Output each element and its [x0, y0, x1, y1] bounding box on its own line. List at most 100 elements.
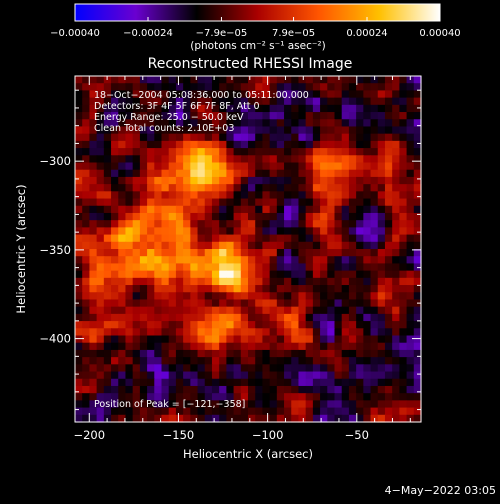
- heatmap-cell: [118, 378, 127, 387]
- heatmap-cell: [168, 97, 177, 106]
- heatmap-cell: [161, 270, 170, 279]
- heatmap-cell: [370, 270, 379, 279]
- heatmap-cell: [175, 385, 184, 394]
- heatmap-cell: [82, 371, 91, 380]
- heatmap-cell: [175, 169, 184, 178]
- heatmap-cell: [291, 212, 300, 221]
- heatmap-cell: [255, 357, 264, 365]
- heatmap-cell: [262, 321, 271, 329]
- heatmap-cell: [233, 256, 242, 265]
- heatmap-cell: [363, 205, 372, 214]
- heatmap-cell: [96, 133, 105, 142]
- heatmap-cell: [305, 83, 314, 92]
- heatmap-cell: [125, 176, 134, 185]
- heatmap-cell: [399, 270, 408, 279]
- heatmap-cell: [384, 76, 393, 84]
- heatmap-cell: [240, 407, 249, 416]
- heatmap-cell: [111, 169, 119, 178]
- heatmap-cell: [168, 148, 177, 156]
- heatmap-cell: [363, 140, 372, 149]
- heatmap-cell: [226, 378, 235, 387]
- heatmap-cell: [384, 191, 393, 200]
- heatmap-cell: [89, 299, 98, 308]
- heatmap-cell: [320, 205, 328, 214]
- heatmap-cell: [154, 249, 163, 257]
- heatmap-cell: [377, 292, 386, 301]
- heatmap-cell: [233, 133, 242, 142]
- heatmap-cell: [276, 364, 285, 373]
- heatmap-cell: [175, 335, 184, 344]
- heatmap-cell: [197, 393, 206, 401]
- heatmap-cell: [175, 342, 184, 351]
- heatmap-cell: [183, 364, 191, 373]
- heatmap-cell: [413, 191, 422, 200]
- heatmap-cell: [132, 191, 141, 200]
- heatmap-cell: [320, 299, 328, 308]
- heatmap-cell: [132, 328, 141, 337]
- heatmap-cell: [139, 285, 148, 293]
- heatmap-cell: [147, 277, 155, 286]
- heatmap-cell: [132, 357, 141, 365]
- heatmap-cell: [226, 342, 235, 351]
- heatmap-cell: [269, 241, 278, 250]
- heatmap-cell: [269, 112, 278, 120]
- heatmap-cell: [291, 270, 300, 279]
- heatmap-cell: [248, 205, 256, 214]
- heatmap-cell: [348, 385, 357, 394]
- heatmap-cell: [183, 357, 191, 365]
- heatmap-cell: [111, 234, 119, 243]
- heatmap-cell: [96, 414, 105, 423]
- heatmap-cell: [240, 342, 249, 351]
- heatmap-cell: [269, 249, 278, 257]
- heatmap-cell: [248, 371, 256, 380]
- heatmap-cell: [132, 234, 141, 243]
- heatmap-cell: [312, 155, 321, 164]
- heatmap-cell: [377, 234, 386, 243]
- heatmap-cell: [219, 263, 227, 272]
- heatmap-cell: [147, 176, 155, 185]
- heatmap-cell: [284, 155, 292, 164]
- heatmap-cell: [363, 414, 372, 423]
- heatmap-cell: [168, 234, 177, 243]
- heatmap-cell: [82, 378, 91, 387]
- heatmap-cell: [320, 162, 328, 171]
- heatmap-cell: [211, 176, 220, 185]
- heatmap-cell: [248, 393, 256, 401]
- heatmap-cell: [89, 306, 98, 315]
- heatmap-cell: [154, 407, 163, 416]
- heatmap-cell: [183, 385, 191, 394]
- heatmap-cell: [341, 148, 350, 156]
- heatmap-cell: [363, 97, 372, 106]
- heatmap-cell: [305, 112, 314, 120]
- heatmap-cell: [320, 270, 328, 279]
- heatmap-cell: [111, 414, 119, 423]
- heatmap-cell: [370, 357, 379, 365]
- heatmap-cell: [334, 256, 343, 265]
- heatmap-cell: [370, 184, 379, 192]
- heatmap-cell: [305, 385, 314, 394]
- heatmap-cell: [356, 349, 364, 358]
- heatmap-cell: [175, 184, 184, 192]
- heatmap-cell: [327, 104, 336, 113]
- heatmap-cell: [183, 349, 191, 358]
- heatmap-cell: [406, 126, 415, 135]
- heatmap-cell: [406, 342, 415, 351]
- heatmap-cell: [284, 378, 292, 387]
- heatmap-cell: [219, 220, 227, 228]
- heatmap-cell: [154, 112, 163, 120]
- heatmap-cell: [125, 357, 134, 365]
- heatmap-cell: [255, 270, 264, 279]
- heatmap-cell: [276, 198, 285, 207]
- heatmap-cell: [82, 263, 91, 272]
- heatmap-cell: [291, 400, 300, 409]
- heatmap-cell: [89, 148, 98, 156]
- heatmap-cell: [197, 364, 206, 373]
- heatmap-cell: [197, 90, 206, 99]
- heatmap-cell: [269, 364, 278, 373]
- heatmap-cell: [269, 256, 278, 265]
- heatmap-cell: [413, 364, 422, 373]
- heatmap-cell: [183, 292, 191, 301]
- heatmap-cell: [284, 292, 292, 301]
- heatmap-cell: [233, 313, 242, 322]
- heatmap-cell: [204, 292, 213, 301]
